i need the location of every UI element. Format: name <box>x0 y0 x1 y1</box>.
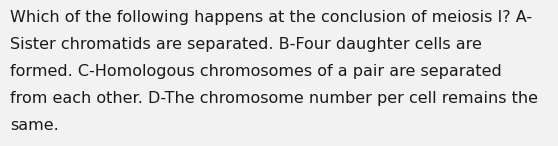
Text: formed. C-Homologous chromosomes of a pair are separated: formed. C-Homologous chromosomes of a pa… <box>10 64 502 79</box>
Text: from each other. D-The chromosome number per cell remains the: from each other. D-The chromosome number… <box>10 91 538 106</box>
Text: Sister chromatids are separated. B-Four daughter cells are: Sister chromatids are separated. B-Four … <box>10 37 482 52</box>
Text: same.: same. <box>10 118 59 133</box>
Text: Which of the following happens at the conclusion of meiosis I? A-: Which of the following happens at the co… <box>10 10 532 25</box>
